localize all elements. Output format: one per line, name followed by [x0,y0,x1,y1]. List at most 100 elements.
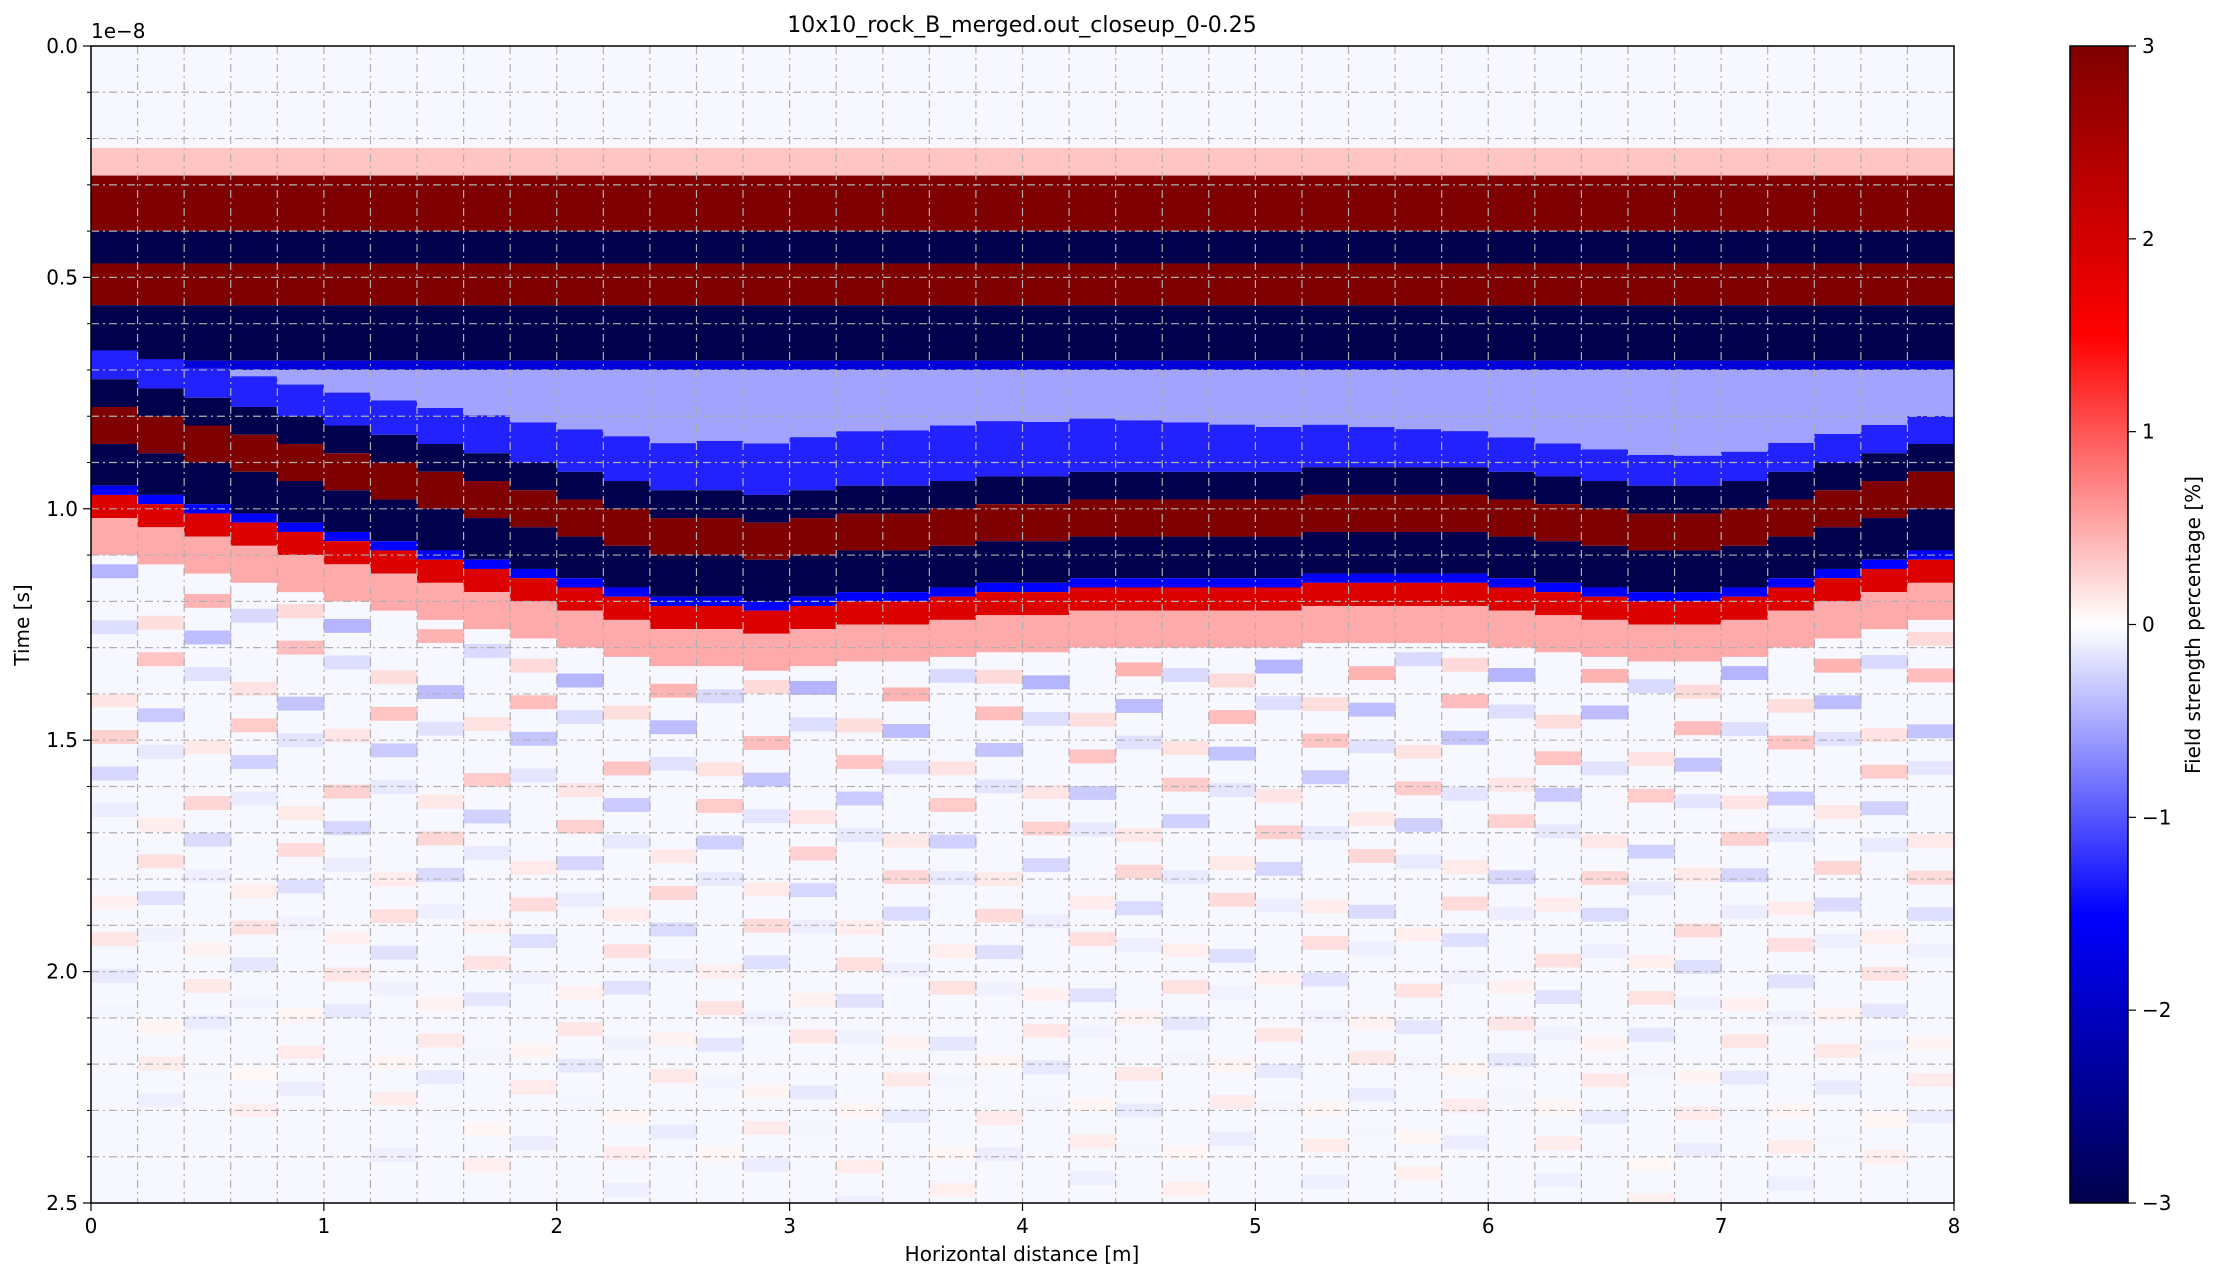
trace-segment [91,494,139,519]
trace-segment [1022,582,1070,593]
trace-segment [836,624,884,662]
trace-segment [1721,1107,1769,1122]
trace-segment [323,425,372,454]
x-axis: 0 1 2 3 4 5 6 7 8 [85,1203,1960,1238]
trace-segment [137,652,185,667]
trace-segment [1162,499,1210,537]
trace-segment [1674,960,1722,974]
trace-segment [91,895,139,910]
trace-segment [1674,592,1722,602]
trace-segment [1069,988,1117,1003]
colorbar-gradient [2069,45,2129,1204]
trace-segment [1674,867,1722,882]
trace-segment [1022,914,1070,929]
trace-segment [1581,871,1629,886]
trace-segment [1860,728,1909,743]
trace-segment [743,601,791,611]
trace-segment [230,755,278,769]
trace-segment [323,360,372,370]
trace-segment [417,721,465,736]
trace-segment [603,907,651,922]
trace-segment [1721,147,1769,176]
trace-segment [1721,997,1769,1012]
trace-segment [1441,1098,1489,1113]
trace-segment [1488,587,1536,611]
trace-segment [1301,531,1350,574]
trace-segment [975,147,1024,176]
trace-segment [463,1121,511,1136]
trace-segment [1441,369,1489,432]
trace-segment [323,930,372,945]
trace-segment [929,980,977,995]
trace-segment [696,147,744,176]
trace-segment [649,1032,698,1047]
trace-segment [370,1091,418,1106]
trace-segment [1255,587,1303,611]
trace-segment [463,773,511,787]
trace-segment [463,643,511,658]
trace-segment [184,630,232,645]
trace-segment [184,175,232,232]
trace-segment [649,683,698,698]
trace-segment [1301,1009,1350,1023]
trace-segment [929,263,977,306]
trace-segment [510,1043,558,1058]
trace-segment [1534,1099,1583,1114]
trace-segment [1814,860,1862,875]
trace-segment [1814,578,1862,602]
trace-segment [277,555,325,593]
trace-segment [929,871,977,886]
trace-segment [137,494,185,505]
trace-segment [230,920,278,935]
trace-segment [1348,231,1396,264]
trace-segment [929,1146,977,1161]
trace-segment [323,821,372,836]
trace-segment [1814,175,1862,232]
trace-segment [510,1080,558,1095]
trace-segment [1534,714,1583,729]
trace-segment [1488,1053,1536,1067]
trace-segment [1115,147,1163,176]
trace-segment [1534,305,1583,361]
trace-segment [696,518,744,556]
trace-segment [1534,443,1583,477]
trace-segment [975,369,1024,422]
trace-segment [789,555,837,597]
trace-segment [1022,821,1070,836]
trace-segment [1767,587,1815,611]
trace-segment [1395,1129,1443,1144]
trace-segment [1814,804,1862,819]
trace-segment [1162,305,1210,361]
trace-segment [184,740,232,755]
trace-segment [1488,147,1536,176]
trace-segment [1627,601,1676,625]
trace-segment [1581,545,1629,588]
trace-segment [1627,954,1676,969]
trace-segment [1162,741,1210,756]
x-tick-label: 2 [550,1214,563,1238]
trace-segment [1860,453,1909,482]
trace-segment [1348,467,1396,495]
trace-segment [975,263,1024,306]
trace-segment [1441,657,1489,672]
trace-segment [929,587,977,597]
trace-segment [743,559,791,602]
trace-segment [929,481,977,509]
trace-segment [1907,147,1954,176]
trace-segment [1162,360,1210,370]
trace-segment [323,857,372,872]
trace-segment [1069,471,1117,500]
trace-segment [417,1033,465,1048]
trace-segment [1069,418,1117,472]
trace-segment [556,819,604,834]
trace-segment [323,369,372,393]
trace-segment [1348,369,1396,428]
trace-segment [1301,369,1350,425]
trace-column [1581,147,1629,1161]
trace-segment [463,592,511,630]
trace-segment [556,783,604,798]
trace-segment [1674,794,1722,809]
trace-segment [510,897,558,912]
trace-segment [1814,1080,1862,1095]
trace-segment [1115,699,1163,713]
